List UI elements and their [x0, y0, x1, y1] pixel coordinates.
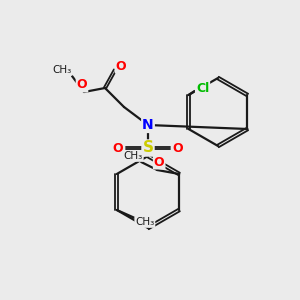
Text: O: O	[116, 59, 126, 73]
Text: Cl: Cl	[196, 82, 209, 94]
Text: O: O	[154, 155, 164, 169]
Text: S: S	[142, 140, 154, 155]
Text: O: O	[113, 142, 123, 154]
Text: O: O	[173, 142, 183, 154]
Text: CH₃: CH₃	[135, 217, 154, 227]
Text: CH₃: CH₃	[52, 65, 72, 75]
Text: CH₃: CH₃	[124, 151, 143, 161]
Text: O: O	[77, 79, 87, 92]
Text: N: N	[142, 118, 154, 132]
